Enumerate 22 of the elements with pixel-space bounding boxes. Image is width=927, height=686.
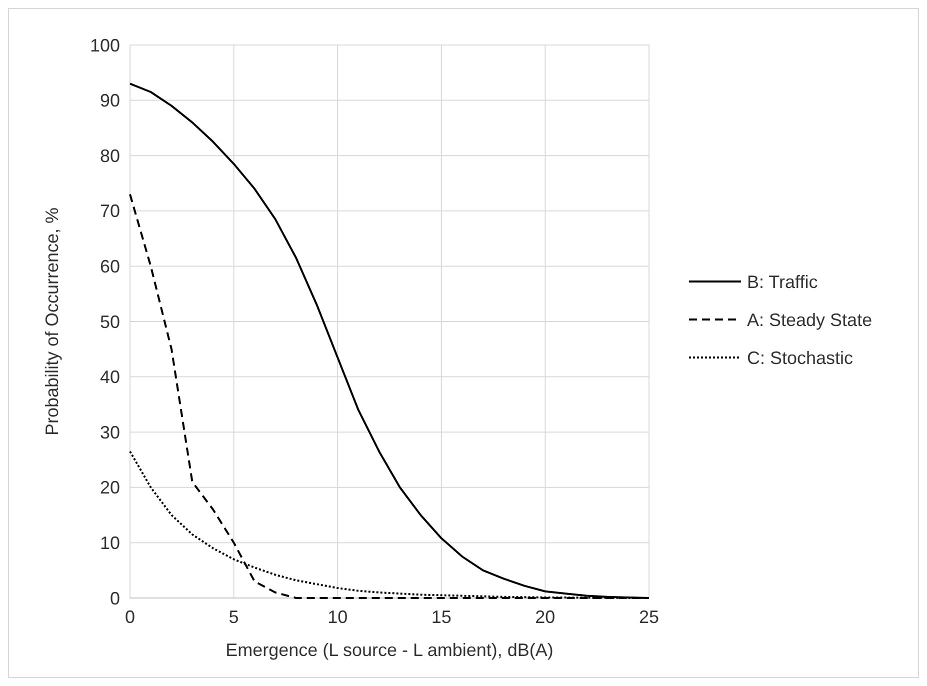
x-tick-label: 5 [228,607,239,627]
y-tick-label: 40 [100,367,120,388]
x-tick-label: 10 [328,607,348,627]
y-tick-label: 30 [100,422,120,442]
y-axis-title: Probability of Occurrence, % [42,207,62,436]
y-tick-label: 10 [100,533,120,553]
y-tick-label: 70 [100,201,120,222]
y-tick-label: 20 [100,478,120,498]
legend-label: C: Stochastic [747,348,854,368]
x-axis-title: Emergence (L source - L ambient), dB(A) [226,640,554,660]
x-tick-label: 25 [638,607,660,627]
y-tick-label: 100 [90,35,120,56]
x-tick-label: 15 [431,607,452,627]
x-tick-label: 0 [124,607,136,627]
y-tick-label: 80 [100,146,120,166]
y-tick-label: 0 [110,588,120,608]
legend-label: A: Steady State [747,310,872,330]
y-tick-label: 60 [100,256,120,276]
x-tick-label: 20 [535,607,556,627]
y-tick-label: 50 [100,312,120,332]
y-tick-label: 90 [100,90,120,111]
legend-label: B: Traffic [747,272,818,292]
